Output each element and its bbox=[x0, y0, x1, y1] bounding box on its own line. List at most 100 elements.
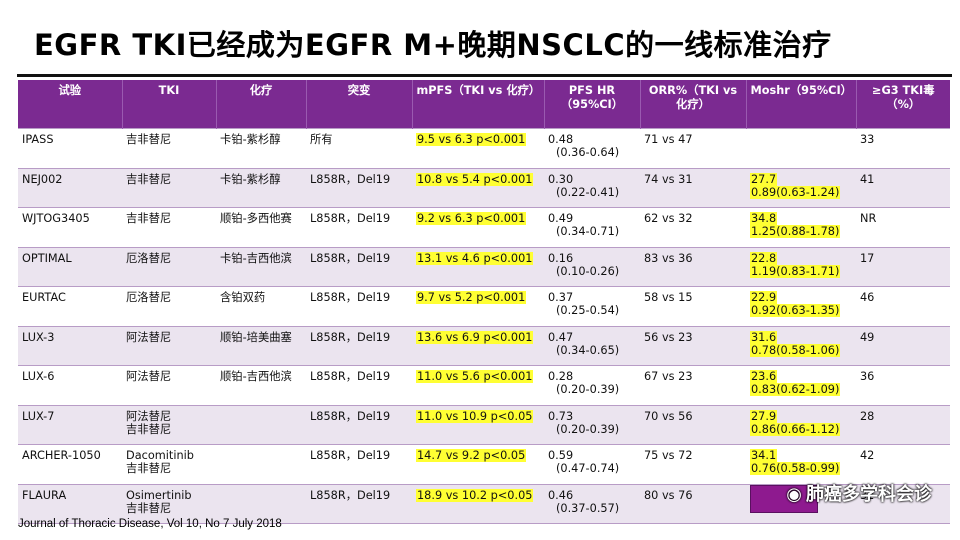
cell-pfs-hr: 0.37 (0.25-0.54) bbox=[544, 286, 640, 326]
cell-moshr: 31.6 0.78(0.58-1.06) bbox=[746, 325, 856, 366]
cell-mutation: L858R，Del19 bbox=[306, 286, 412, 326]
table-row: EURTAC 厄洛替尼 含铂双药 L858R，Del19 9.7 vs 5.2 p<0.… bbox=[18, 286, 950, 326]
cell-tki: 厄洛替尼 bbox=[122, 246, 216, 287]
cell-pfs-hr: 0.47 (0.34-0.65) bbox=[544, 325, 640, 366]
cell-tki: 厄洛替尼 bbox=[122, 286, 216, 326]
watermark-text: 肺癌多学科会诊 bbox=[806, 484, 932, 505]
cell-mutation: L858R，Del19 bbox=[306, 207, 412, 247]
cell-pfs-hr: 0.49 (0.34-0.71) bbox=[544, 207, 640, 247]
cell-g3-tox: 36 bbox=[856, 365, 950, 405]
cell-tki: Dacomitinib 吉非替尼 bbox=[122, 444, 216, 484]
cell-moshr: 34.8 1.25(0.88-1.78) bbox=[746, 207, 856, 247]
watermark: ◉ 肺癌多学科会诊 bbox=[786, 480, 932, 506]
cell-tki: Osimertinib 吉非替尼 bbox=[122, 483, 216, 524]
cell-mpfs: 11.0 vs 10.9 p<0.05 bbox=[412, 404, 544, 445]
cell-moshr bbox=[746, 483, 856, 524]
cell-orr: 75 vs 72 bbox=[640, 444, 746, 484]
cell-moshr: 22.9 0.92(0.63-1.35) bbox=[746, 286, 856, 326]
cell-pfs-hr: 0.59 (0.47-0.74) bbox=[544, 444, 640, 484]
cell-moshr: 27.9 0.86(0.66-1.12) bbox=[746, 404, 856, 445]
source-citation: Journal of Thoracic Disease, Vol 10, No … bbox=[18, 518, 282, 530]
header-orr: ORR%（TKI vs 化疗） bbox=[640, 80, 747, 129]
title-divider bbox=[17, 74, 952, 77]
cell-moshr: 23.6 0.83(0.62-1.09) bbox=[746, 365, 856, 405]
cell-trial: LUX-6 bbox=[18, 365, 122, 405]
cell-g3-tox: 32 bbox=[856, 483, 950, 524]
cell-trial: LUX-3 bbox=[18, 325, 122, 366]
cell-moshr: 27.7 0.89(0.63-1.24) bbox=[746, 167, 856, 208]
cell-trial: EURTAC bbox=[18, 286, 122, 326]
cell-mutation: L858R，Del19 bbox=[306, 246, 412, 287]
cell-chemo: 顺铂-多西他赛 bbox=[216, 207, 306, 247]
cell-trial: IPASS bbox=[18, 128, 122, 168]
cell-g3-tox: 17 bbox=[856, 246, 950, 287]
header-mutation: 突变 bbox=[306, 80, 413, 129]
cell-tki: 吉非替尼 bbox=[122, 207, 216, 247]
cell-pfs-hr: 0.48 (0.36-0.64) bbox=[544, 128, 640, 168]
cell-pfs-hr: 0.28 (0.20-0.39) bbox=[544, 365, 640, 405]
cell-trial: NEJ002 bbox=[18, 167, 122, 208]
cell-trial: ARCHER-1050 bbox=[18, 444, 122, 484]
table-row: LUX-6 阿法替尼 顺铂-吉西他滨 L858R，Del19 11.0 vs 5.6 p… bbox=[18, 365, 950, 405]
cell-pfs-hr: 0.46 (0.37-0.57) bbox=[544, 483, 640, 524]
cell-g3-tox: 28 bbox=[856, 404, 950, 445]
cell-g3-tox: 41 bbox=[856, 167, 950, 208]
cell-tki: 阿法替尼 bbox=[122, 325, 216, 366]
table-row: FLAURA Osimertinib 吉非替尼 L858R，Del19 18.9 vs… bbox=[18, 483, 950, 524]
cell-chemo: 含铂双药 bbox=[216, 286, 306, 326]
table-row: WJTOG3405 吉非替尼 顺铂-多西他赛 L858R，Del19 9.2 vs 6.… bbox=[18, 207, 950, 247]
cell-tki: 阿法替尼 bbox=[122, 365, 216, 405]
cell-mpfs: 9.7 vs 5.2 p<0.001 bbox=[412, 286, 544, 326]
cell-chemo: 顺铂-吉西他滨 bbox=[216, 365, 306, 405]
cell-tki: 阿法替尼 吉非替尼 bbox=[122, 404, 216, 445]
cell-orr: 83 vs 36 bbox=[640, 246, 746, 287]
cell-trial: FLAURA bbox=[18, 483, 122, 524]
cell-chemo bbox=[216, 483, 306, 524]
cell-tki: 吉非替尼 bbox=[122, 128, 216, 168]
cell-mutation: 所有 bbox=[306, 128, 412, 168]
cell-mpfs: 10.8 vs 5.4 p<0.001 bbox=[412, 167, 544, 208]
cell-orr: 71 vs 47 bbox=[640, 128, 746, 168]
cell-mutation: L858R，Del19 bbox=[306, 167, 412, 208]
header-mpfs: mPFS（TKI vs 化疗） bbox=[412, 80, 545, 129]
cell-pfs-hr: 0.30 (0.22-0.41) bbox=[544, 167, 640, 208]
cell-orr: 74 vs 31 bbox=[640, 167, 746, 208]
table-header-row: 试验 TKI 化疗 突变 mPFS（TKI vs 化疗） PFS HR（95%C… bbox=[18, 80, 950, 129]
header-tki: TKI bbox=[122, 80, 217, 129]
cell-mpfs: 13.6 vs 6.9 p<0.001 bbox=[412, 325, 544, 366]
cell-chemo: 卡铂-紫杉醇 bbox=[216, 167, 306, 208]
cell-trial: WJTOG3405 bbox=[18, 207, 122, 247]
cell-mutation: L858R，Del19 bbox=[306, 483, 412, 524]
cell-mutation: L858R，Del19 bbox=[306, 365, 412, 405]
cell-mpfs: 14.7 vs 9.2 p<0.05 bbox=[412, 444, 544, 484]
cell-mpfs: 9.2 vs 6.3 p<0.001 bbox=[412, 207, 544, 247]
cell-mpfs: 9.5 vs 6.3 p<0.001 bbox=[412, 128, 544, 168]
cell-moshr: 34.1 0.76(0.58-0.99) bbox=[746, 444, 856, 484]
header-trial: 试验 bbox=[18, 80, 123, 129]
cell-g3-tox: 33 bbox=[856, 128, 950, 168]
cell-chemo bbox=[216, 444, 306, 484]
cell-pfs-hr: 0.73 (0.20-0.39) bbox=[544, 404, 640, 445]
cell-moshr bbox=[746, 128, 856, 168]
cell-mpfs: 18.9 vs 10.2 p<0.05 bbox=[412, 483, 544, 524]
table-row: NEJ002 吉非替尼 卡铂-紫杉醇 L858R，Del19 10.8 vs 5.4 p… bbox=[18, 167, 950, 208]
cell-orr: 62 vs 32 bbox=[640, 207, 746, 247]
table-row: IPASS 吉非替尼 卡铂-紫杉醇 所有 9.5 vs 6.3 p<0.001 0.48(… bbox=[18, 128, 950, 168]
cell-orr: 56 vs 23 bbox=[640, 325, 746, 366]
header-pfs-hr: PFS HR（95%CI） bbox=[544, 80, 641, 129]
cell-g3-tox: 42 bbox=[856, 444, 950, 484]
page-title: EGFR TKI已经成为EGFR M+晚期NSCLC的一线标准治疗 bbox=[34, 28, 832, 62]
cell-mpfs: 11.0 vs 5.6 p<0.001 bbox=[412, 365, 544, 405]
cell-mutation: L858R，Del19 bbox=[306, 404, 412, 445]
cell-chemo: 卡铂-吉西他滨 bbox=[216, 246, 306, 287]
moshr-placeholder-box bbox=[750, 484, 818, 513]
cell-mutation: L858R，Del19 bbox=[306, 444, 412, 484]
cell-trial: LUX-7 bbox=[18, 404, 122, 445]
cell-moshr: 22.8 1.19(0.83-1.71) bbox=[746, 246, 856, 287]
cell-orr: 70 vs 56 bbox=[640, 404, 746, 445]
cell-pfs-hr: 0.16 (0.10-0.26) bbox=[544, 246, 640, 287]
wechat-icon: ◉ bbox=[786, 484, 802, 505]
header-g3-tox: ≥G3 TKI毒（%） bbox=[856, 80, 950, 129]
header-chemo: 化疗 bbox=[216, 80, 307, 129]
cell-orr: 67 vs 23 bbox=[640, 365, 746, 405]
